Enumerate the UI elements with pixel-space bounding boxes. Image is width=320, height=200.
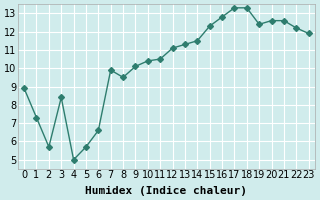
X-axis label: Humidex (Indice chaleur): Humidex (Indice chaleur) <box>85 186 247 196</box>
